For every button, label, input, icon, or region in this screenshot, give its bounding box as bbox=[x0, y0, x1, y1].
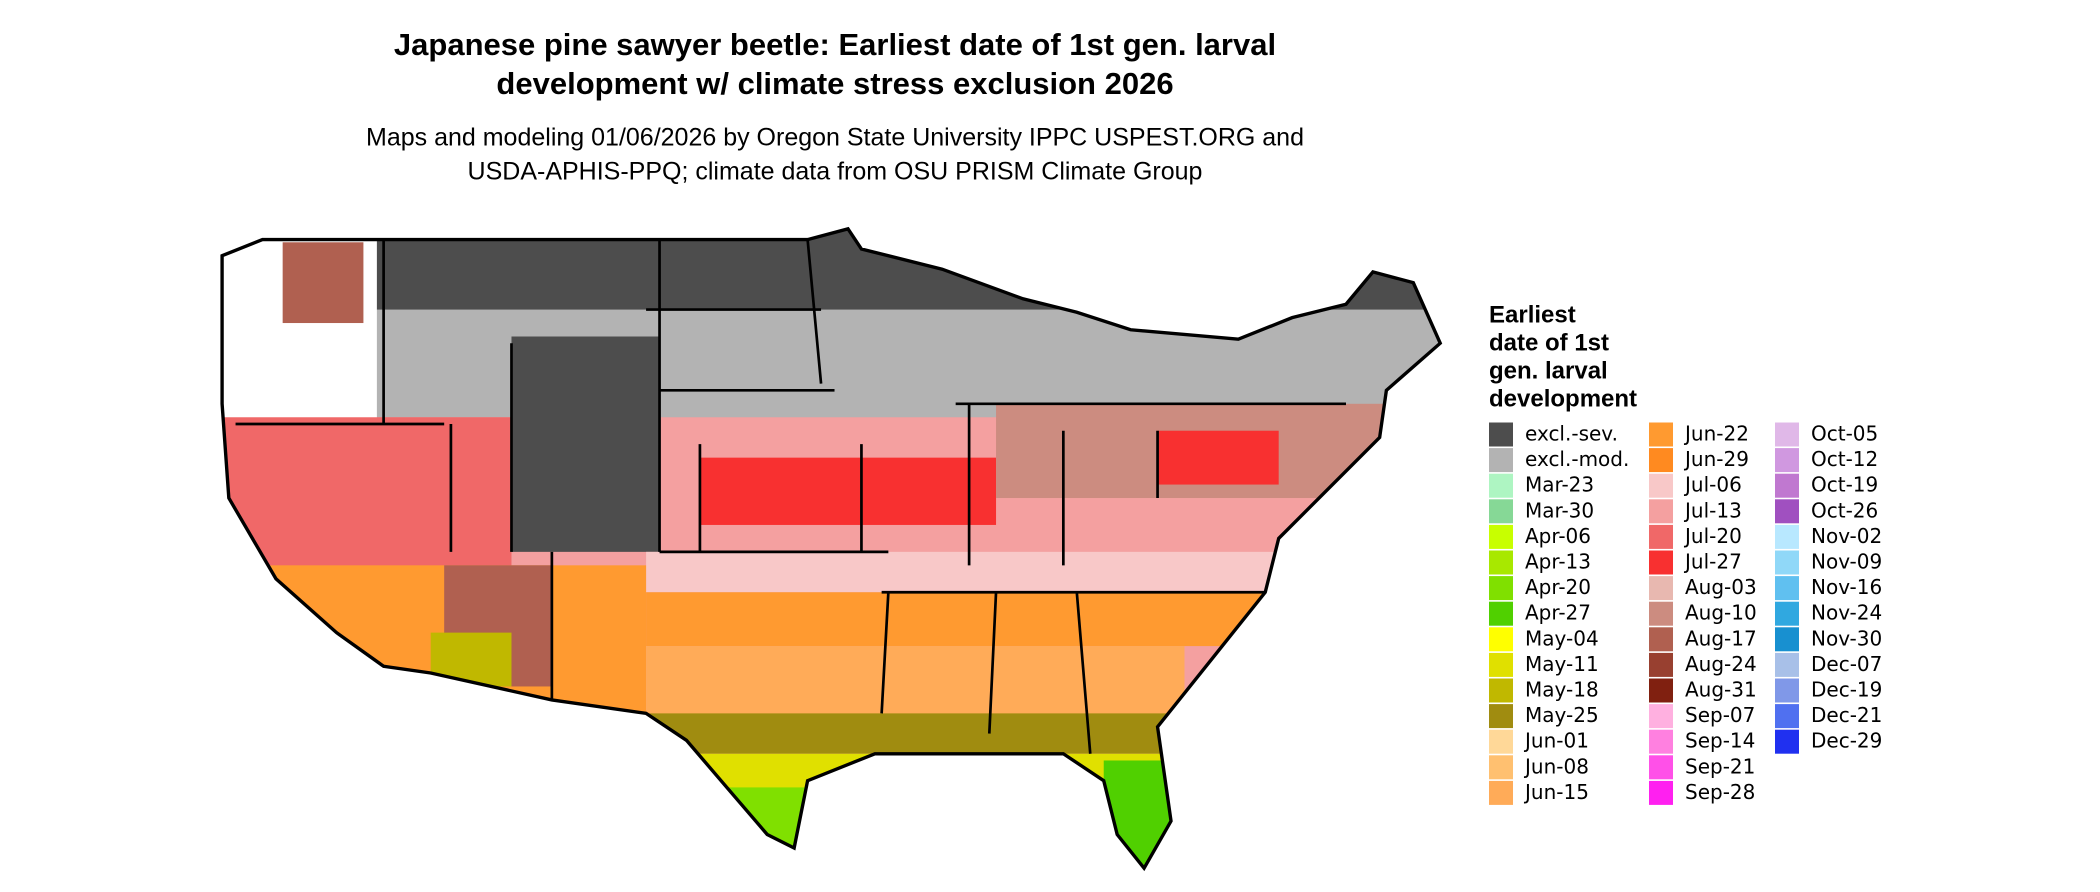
subtitle-line: Maps and modeling 01/06/2026 by Oregon S… bbox=[366, 124, 1304, 152]
subtitle-line: USDA-APHIS-PPQ; climate data from OSU PR… bbox=[468, 158, 1203, 186]
legend-swatch bbox=[1489, 499, 1513, 524]
legend-label: Sep-28 bbox=[1685, 780, 1755, 804]
legend-swatch bbox=[1649, 729, 1673, 754]
legend-label: excl.-sev. bbox=[1525, 422, 1618, 446]
legend-swatch bbox=[1489, 627, 1513, 652]
legend-label: Sep-21 bbox=[1685, 754, 1755, 778]
legend-label: Jul-13 bbox=[1683, 498, 1742, 522]
legend-swatch bbox=[1775, 448, 1799, 473]
legend-swatch bbox=[1649, 550, 1673, 575]
legend-swatch bbox=[1489, 473, 1513, 498]
legend-label: Aug-03 bbox=[1685, 575, 1757, 599]
legend-swatch bbox=[1649, 422, 1673, 447]
title-line: development w/ climate stress exclusion … bbox=[496, 66, 1173, 101]
legend-swatch bbox=[1775, 473, 1799, 498]
legend-swatch bbox=[1775, 422, 1799, 447]
legend-swatch bbox=[1775, 499, 1799, 524]
legend-title-line: Earliest bbox=[1489, 301, 1576, 328]
legend-title-line: gen. larval bbox=[1489, 357, 1608, 384]
legend-label: Dec-29 bbox=[1811, 729, 1882, 753]
state-borders bbox=[235, 239, 1346, 754]
legend-label: Dec-21 bbox=[1811, 703, 1882, 727]
legend-label: May-25 bbox=[1525, 703, 1599, 727]
legend-title-line: date of 1st bbox=[1489, 329, 1609, 356]
legend-label: Apr-27 bbox=[1525, 601, 1591, 625]
legend-swatch bbox=[1775, 524, 1799, 549]
legend-label: Apr-13 bbox=[1525, 550, 1591, 574]
legend-label: Sep-07 bbox=[1685, 703, 1755, 727]
legend-label: Mar-30 bbox=[1525, 498, 1594, 522]
legend-label: Oct-26 bbox=[1811, 498, 1878, 522]
legend-label: Nov-30 bbox=[1811, 626, 1882, 650]
legend-label: Apr-20 bbox=[1525, 575, 1591, 599]
legend-label: Nov-16 bbox=[1811, 575, 1882, 599]
legend-swatch bbox=[1489, 652, 1513, 677]
legend-swatch bbox=[1489, 601, 1513, 626]
legend-swatch bbox=[1649, 678, 1673, 703]
legend-swatch bbox=[1489, 704, 1513, 729]
legend-label: Jul-06 bbox=[1683, 473, 1742, 497]
legend-swatch bbox=[1775, 576, 1799, 601]
legend-label: Dec-07 bbox=[1811, 652, 1882, 676]
legend-label: Jun-22 bbox=[1683, 422, 1749, 446]
legend-title-line: development bbox=[1489, 385, 1637, 412]
map bbox=[220, 227, 1442, 870]
legend-swatch bbox=[1775, 678, 1799, 703]
legend-swatch bbox=[1649, 448, 1673, 473]
legend-swatch bbox=[1775, 627, 1799, 652]
legend-label: Oct-19 bbox=[1811, 473, 1878, 497]
legend-label: Jun-29 bbox=[1683, 447, 1749, 471]
legend-label: May-11 bbox=[1525, 652, 1599, 676]
legend-swatch bbox=[1775, 704, 1799, 729]
legend-label: May-04 bbox=[1525, 626, 1599, 650]
legend-label: Aug-17 bbox=[1685, 626, 1757, 650]
legend-label: Nov-02 bbox=[1811, 524, 1882, 548]
legend-swatch bbox=[1489, 448, 1513, 473]
legend-swatch bbox=[1489, 524, 1513, 549]
title-line: Japanese pine sawyer beetle: Earliest da… bbox=[394, 27, 1276, 62]
legend-swatch bbox=[1775, 729, 1799, 754]
legend-label: Jun-15 bbox=[1523, 780, 1589, 804]
legend-swatch bbox=[1649, 473, 1673, 498]
legend-label: Nov-24 bbox=[1811, 601, 1882, 625]
legend-swatch bbox=[1649, 524, 1673, 549]
legend-label: Apr-06 bbox=[1525, 524, 1591, 548]
legend-label: Nov-09 bbox=[1811, 550, 1882, 574]
legend-swatch bbox=[1649, 704, 1673, 729]
legend-label: Sep-14 bbox=[1685, 729, 1755, 753]
legend-swatch bbox=[1489, 550, 1513, 575]
legend-label: Dec-19 bbox=[1811, 678, 1882, 702]
legend-swatch bbox=[1775, 652, 1799, 677]
legend-label: Aug-10 bbox=[1685, 601, 1757, 625]
legend-label: Oct-12 bbox=[1811, 447, 1878, 471]
legend-swatch bbox=[1489, 755, 1513, 780]
legend-swatch bbox=[1649, 576, 1673, 601]
legend-label: excl.-mod. bbox=[1525, 447, 1629, 471]
legend-swatch bbox=[1775, 601, 1799, 626]
legend-label: May-18 bbox=[1525, 678, 1599, 702]
legend-label: Mar-23 bbox=[1525, 473, 1594, 497]
legend-swatch bbox=[1775, 550, 1799, 575]
legend-swatch bbox=[1489, 422, 1513, 447]
legend-swatch bbox=[1649, 627, 1673, 652]
legend-swatch bbox=[1489, 576, 1513, 601]
legend-label: Jul-27 bbox=[1683, 550, 1742, 574]
legend-swatch bbox=[1649, 755, 1673, 780]
legend-swatch bbox=[1489, 780, 1513, 805]
legend-swatch bbox=[1649, 780, 1673, 805]
legend-label: Jul-20 bbox=[1683, 524, 1742, 548]
legend-label: Aug-31 bbox=[1685, 678, 1757, 702]
legend-swatch bbox=[1649, 601, 1673, 626]
legend-swatch bbox=[1649, 652, 1673, 677]
legend-label: Jun-01 bbox=[1523, 729, 1589, 753]
legend-swatch bbox=[1489, 729, 1513, 754]
legend-swatch bbox=[1489, 678, 1513, 703]
legend-label: Oct-05 bbox=[1811, 422, 1878, 446]
legend-swatch bbox=[1649, 499, 1673, 524]
legend-label: Aug-24 bbox=[1685, 652, 1757, 676]
legend-label: Jun-08 bbox=[1523, 754, 1589, 778]
